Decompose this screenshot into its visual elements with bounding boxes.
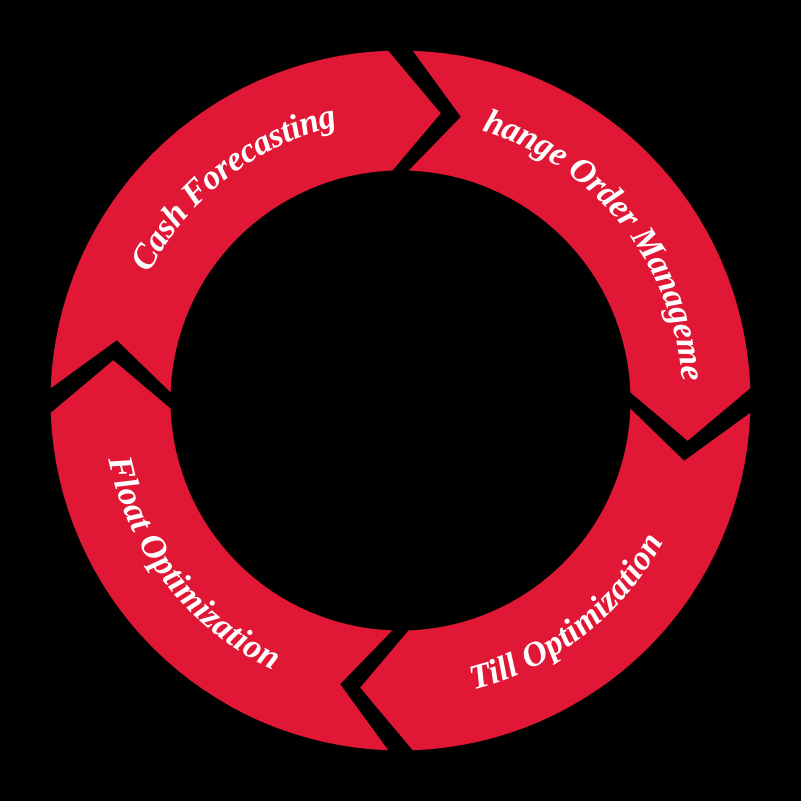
cycle-segment-cash-forecasting bbox=[51, 51, 441, 393]
cycle-segment-till-optimization bbox=[360, 409, 750, 751]
cycle-segment-float-optimization bbox=[51, 360, 393, 750]
cycle-segment-change-order-management bbox=[409, 51, 751, 441]
cash-cycle-diagram: Cash ForecastingChange Order ManagementT… bbox=[0, 0, 801, 801]
